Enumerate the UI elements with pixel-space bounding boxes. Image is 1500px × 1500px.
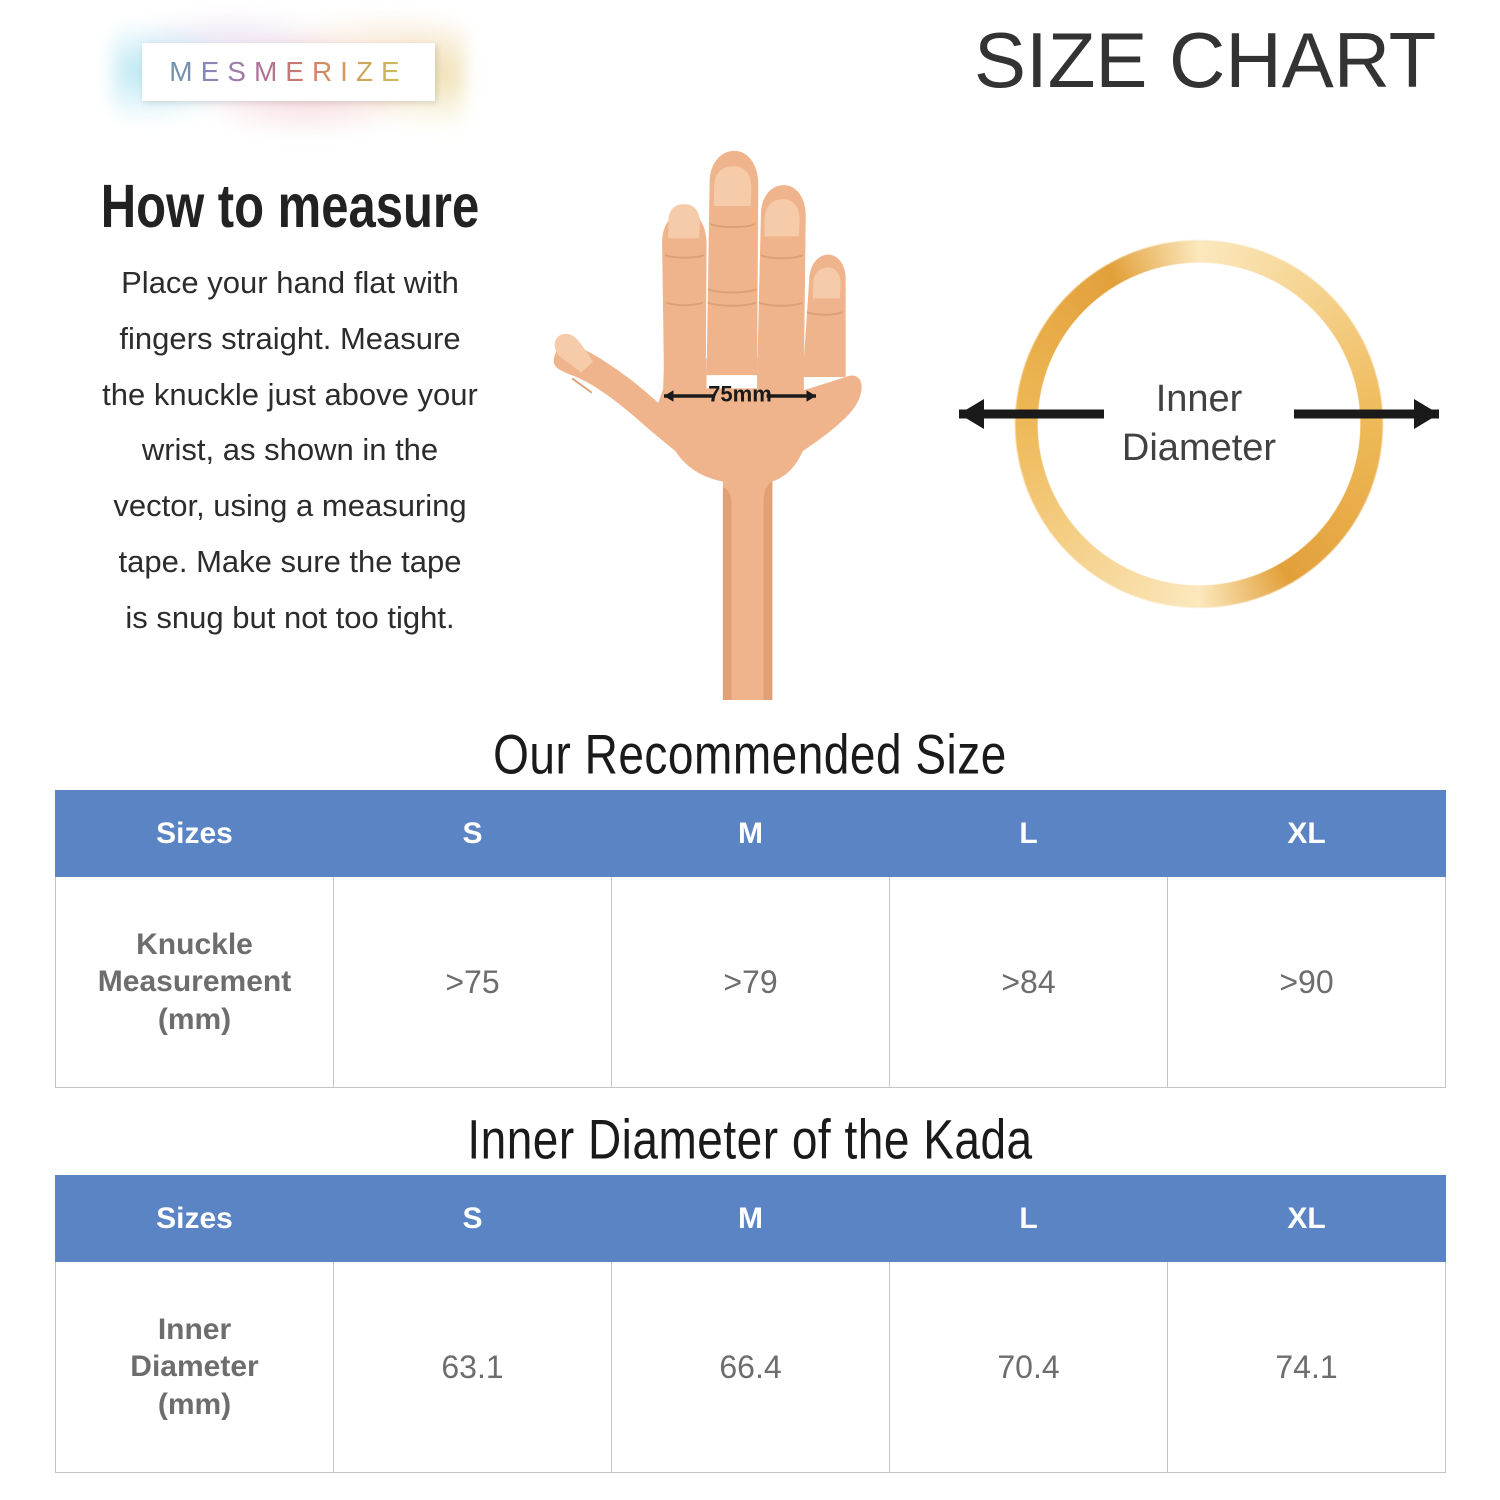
svg-text:75mm: 75mm — [708, 382, 772, 407]
